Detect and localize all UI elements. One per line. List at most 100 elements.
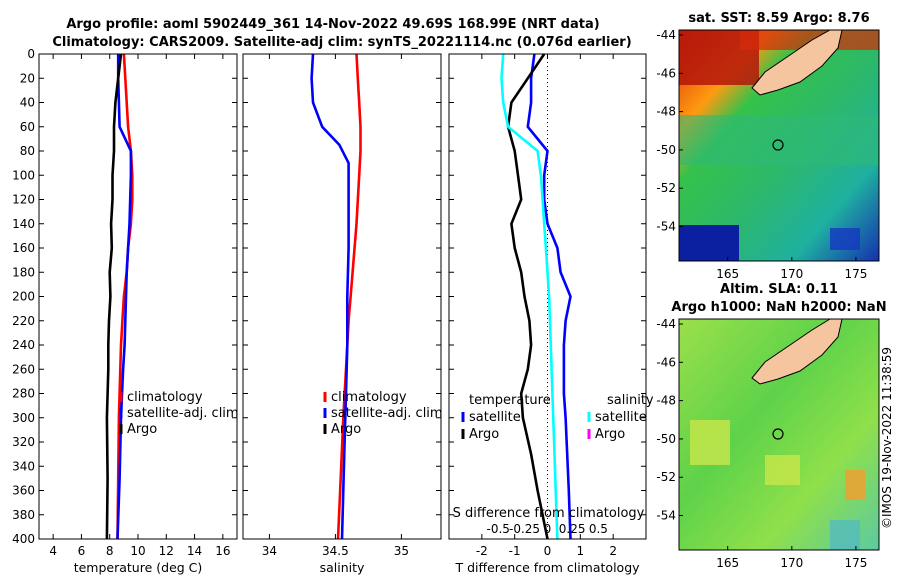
sla-ytick-label: -48 [656,394,676,408]
difference-xlabel: T difference from climatology [454,560,640,575]
sla-ytick-label: -46 [656,355,676,369]
difference-series-t-satellite [526,53,572,540]
temperature-legend-label: satellite-adj. clim [127,406,239,421]
sla-map-title-1: Altim. SLA: 0.11 [720,282,838,297]
sla-xtick-label: 175 [844,556,867,570]
salinity-legend-label: climatology [331,390,407,405]
temperature-ytick-label: 0 [27,47,35,61]
difference-legend-title-temperature: temperature [469,393,551,408]
salinity-xtick-label: 34.5 [322,544,349,558]
sla-map-title-2: Argo h1000: NaN h2000: NaN [671,300,886,315]
imos-timestamp: ©IMOS 19-Nov-2022 11:38:59 [880,347,894,529]
sst-ticks: 165 170 175 -44 -46 -48 -50 -52 -54 [656,28,867,281]
temperature-ytick-label: 360 [12,484,35,498]
title-line2: Climatology: CARS2009. Satellite-adj cli… [52,35,631,50]
sla-ytick-label: -54 [656,509,676,523]
temperature-series-satellite-adj-clim [116,54,133,540]
difference-legend-title-salinity: salinity [607,393,654,408]
temperature-ytick-label: 120 [12,193,35,207]
difference-xtick-label: 0 [544,544,552,558]
sla-blob-1 [690,420,730,465]
sst-xtick-label: 175 [844,267,867,281]
temperature-ytick-label: 280 [12,387,35,401]
temperature-xtick-label: 6 [78,544,86,558]
temperature-ytick-label: 100 [12,168,35,182]
sla-argo-marker [772,428,784,440]
salinity-xtick-label: 35 [394,544,409,558]
temperature-xlabel: temperature (deg C) [74,560,203,575]
temperature-xtick-label: 8 [106,544,114,558]
sst-cold-patch-2 [830,228,860,250]
temperature-ytick-label: 200 [12,290,35,304]
temperature-ytick-label: 260 [12,362,35,376]
sla-ytick-label: -52 [656,470,676,484]
difference-legend-label-right: satellite [595,410,647,425]
temperature-xtick-label: 4 [49,544,57,558]
difference-x2tick-label: -0.25 [509,522,540,536]
temperature-legend-label: climatology [127,390,203,405]
temperature-ytick-label: 180 [12,265,35,279]
difference-xtick-label: -2 [476,544,488,558]
temperature-xtick-label: 10 [130,544,145,558]
difference-legend-label-left: Argo [469,427,499,442]
temperature-ytick-label: 380 [12,508,35,522]
sla-ytick-label: -50 [656,432,676,446]
temperature-ytick-label: 400 [12,532,35,546]
temperature-xtick-label: 12 [159,544,174,558]
difference-legend-label-right: Argo [595,427,625,442]
sla-map: Altim. SLA: 0.11 Argo h1000: NaN h2000: … [656,282,886,570]
sla-xtick-label: 170 [780,556,803,570]
temperature-xtick-label: 14 [187,544,202,558]
sst-ytick-label: -54 [656,220,676,234]
sla-blob-3 [845,470,865,500]
difference-frame [448,53,647,540]
salinity-series-climatology [336,53,362,540]
difference-profile-panel: -2 -1 0 1 2 T difference from climatology temp… [448,53,654,575]
temperature-legend-label: Argo [127,422,157,437]
sst-cold-patch [679,225,739,261]
temperature-ytick-label: 60 [20,120,35,134]
sst-ytick-label: -50 [656,143,676,157]
difference-x2label: S difference from climatology [453,506,645,521]
difference-legend-label-left: satellite [469,410,521,425]
salinity-series-satellite-adj-clim [310,53,350,540]
difference-x2tick-label: 0 [544,522,552,536]
sst-land [751,30,843,96]
difference-xtick-label: 2 [609,544,617,558]
title-line1: Argo profile: aoml 5902449_361 14-Nov-20… [66,17,599,32]
salinity-legend-label: satellite-adj. clim [331,406,443,421]
salinity-legend-label: Argo [331,422,361,437]
salinity-frame [242,53,442,540]
sst-xtick-label: 170 [780,267,803,281]
temperature-ytick-label: 320 [12,435,35,449]
sst-map-title: sat. SST: 8.59 Argo: 8.76 [688,11,869,26]
sla-xtick-label: 165 [716,556,739,570]
temperature-frame [38,53,238,540]
sst-map: sat. SST: 8.59 Argo: 8.76 165 170 175 -44 -4… [656,11,880,281]
difference-x2tick-label: 0.25 [559,522,586,536]
sst-warm-band [740,30,879,50]
temperature-profile-panel: 4 6 8 10 12 14 1602040608010012014016018020022… [12,47,239,575]
temperature-ytick-label: 80 [20,144,35,158]
temperature-ytick-label: 240 [12,338,35,352]
temperature-xtick-label: 16 [215,544,230,558]
difference-xtick-label: -1 [509,544,521,558]
temperature-ytick-label: 300 [12,411,35,425]
sla-blob-4 [830,520,860,550]
difference-series-s-satellite [500,53,559,540]
sst-ytick-label: -46 [656,66,676,80]
sla-map-frame [678,318,880,551]
sla-blob-2 [765,455,800,485]
sst-ytick-label: -48 [656,105,676,119]
salinity-xlabel: salinity [320,560,365,575]
sla-ytick-label: -44 [656,317,676,331]
sst-xtick-label: 165 [716,267,739,281]
salinity-profile-panel: 34 34.5 35 salinity climatologysatellite-adj… [242,53,443,575]
sst-map-frame [678,29,880,262]
temperature-ytick-label: 160 [12,241,35,255]
difference-x2tick-label: -0.5 [487,522,510,536]
sst-argo-marker [772,139,784,151]
difference-x2tick-label: 0.5 [589,522,608,536]
temperature-ytick-label: 20 [20,71,35,85]
